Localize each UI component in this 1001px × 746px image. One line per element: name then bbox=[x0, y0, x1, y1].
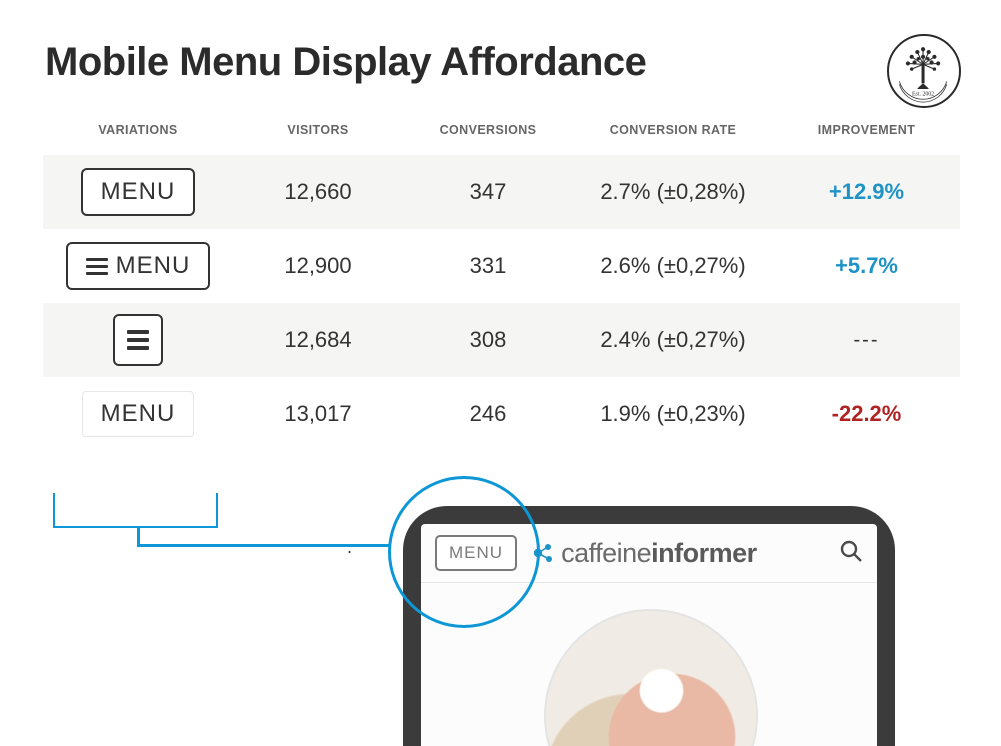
cell-rate: 2.7% (±0,28%) bbox=[573, 179, 773, 205]
table-row: MENU 13,0172461.9% (±0,23%)-22.2% bbox=[43, 377, 960, 451]
cell-improvement: -22.2% bbox=[773, 401, 960, 427]
cell-visitors: 12,900 bbox=[233, 253, 403, 279]
brand-light: caffeine bbox=[561, 538, 651, 568]
cell-visitors: 12,660 bbox=[233, 179, 403, 205]
cell-conversions: 246 bbox=[403, 401, 573, 427]
search-icon bbox=[839, 539, 863, 563]
cell-rate: 2.6% (±0,27%) bbox=[573, 253, 773, 279]
table-row: 12,6843082.4% (±0,27%)--- bbox=[43, 303, 960, 377]
brand-text: caffeineinformer bbox=[561, 538, 757, 569]
variation-cell: MENU bbox=[43, 377, 233, 451]
cell-rate: 1.9% (±0,23%) bbox=[573, 401, 773, 427]
col-improvement: IMPROVEMENT bbox=[773, 123, 960, 137]
cell-conversions: 308 bbox=[403, 327, 573, 353]
variation-button[interactable]: MENU bbox=[82, 391, 195, 437]
col-visitors: VISITORS bbox=[233, 123, 403, 137]
variation-label: MENU bbox=[101, 178, 176, 206]
variation-label: MENU bbox=[101, 400, 176, 427]
hamburger-icon bbox=[127, 326, 149, 355]
brand-bold: informer bbox=[651, 538, 757, 568]
brand: caffeineinformer bbox=[531, 538, 757, 569]
cell-improvement: --- bbox=[773, 329, 960, 352]
cell-rate: 2.4% (±0,27%) bbox=[573, 327, 773, 353]
slide: Mobile Menu Display Affordance bbox=[0, 0, 1001, 746]
bracket-line bbox=[53, 493, 218, 528]
variation-button[interactable] bbox=[113, 314, 163, 367]
table-row: MENU 12,9003312.6% (±0,27%)+5.7% bbox=[43, 229, 960, 303]
cell-visitors: 12,684 bbox=[233, 327, 403, 353]
variation-button[interactable]: MENU bbox=[66, 242, 211, 290]
cell-conversions: 331 bbox=[403, 253, 573, 279]
table-row: MENU 12,6603472.7% (±0,28%)+12.9% bbox=[43, 155, 960, 229]
cell-improvement: +12.9% bbox=[773, 179, 960, 205]
cell-improvement: +5.7% bbox=[773, 253, 960, 279]
col-conversion-rate: CONVERSION RATE bbox=[573, 123, 773, 137]
cell-visitors: 13,017 bbox=[233, 401, 403, 427]
results-table: VARIATIONS VISITORS CONVERSIONS CONVERSI… bbox=[43, 123, 960, 451]
cell-conversions: 347 bbox=[403, 179, 573, 205]
col-variations: VARIATIONS bbox=[43, 123, 233, 137]
connector-line bbox=[137, 544, 389, 547]
variation-button[interactable]: MENU bbox=[81, 168, 196, 216]
variation-cell bbox=[43, 303, 233, 377]
table-header: VARIATIONS VISITORS CONVERSIONS CONVERSI… bbox=[43, 123, 960, 137]
callout: . MENU caffeineinfo bbox=[45, 478, 955, 746]
col-conversions: CONVERSIONS bbox=[403, 123, 573, 137]
hamburger-icon bbox=[86, 254, 108, 279]
page-title: Mobile Menu Display Affordance bbox=[45, 40, 956, 85]
variation-cell: MENU bbox=[43, 155, 233, 229]
variation-label: MENU bbox=[116, 252, 191, 280]
logo-subtitle: Est. 2002 bbox=[912, 92, 934, 98]
avatar bbox=[544, 609, 758, 746]
connector-dot: . bbox=[347, 537, 352, 558]
highlight-circle bbox=[388, 476, 540, 628]
variation-cell: MENU bbox=[43, 229, 233, 303]
search-button[interactable] bbox=[839, 539, 863, 568]
idf-logo: Est. 2002 bbox=[887, 34, 961, 108]
